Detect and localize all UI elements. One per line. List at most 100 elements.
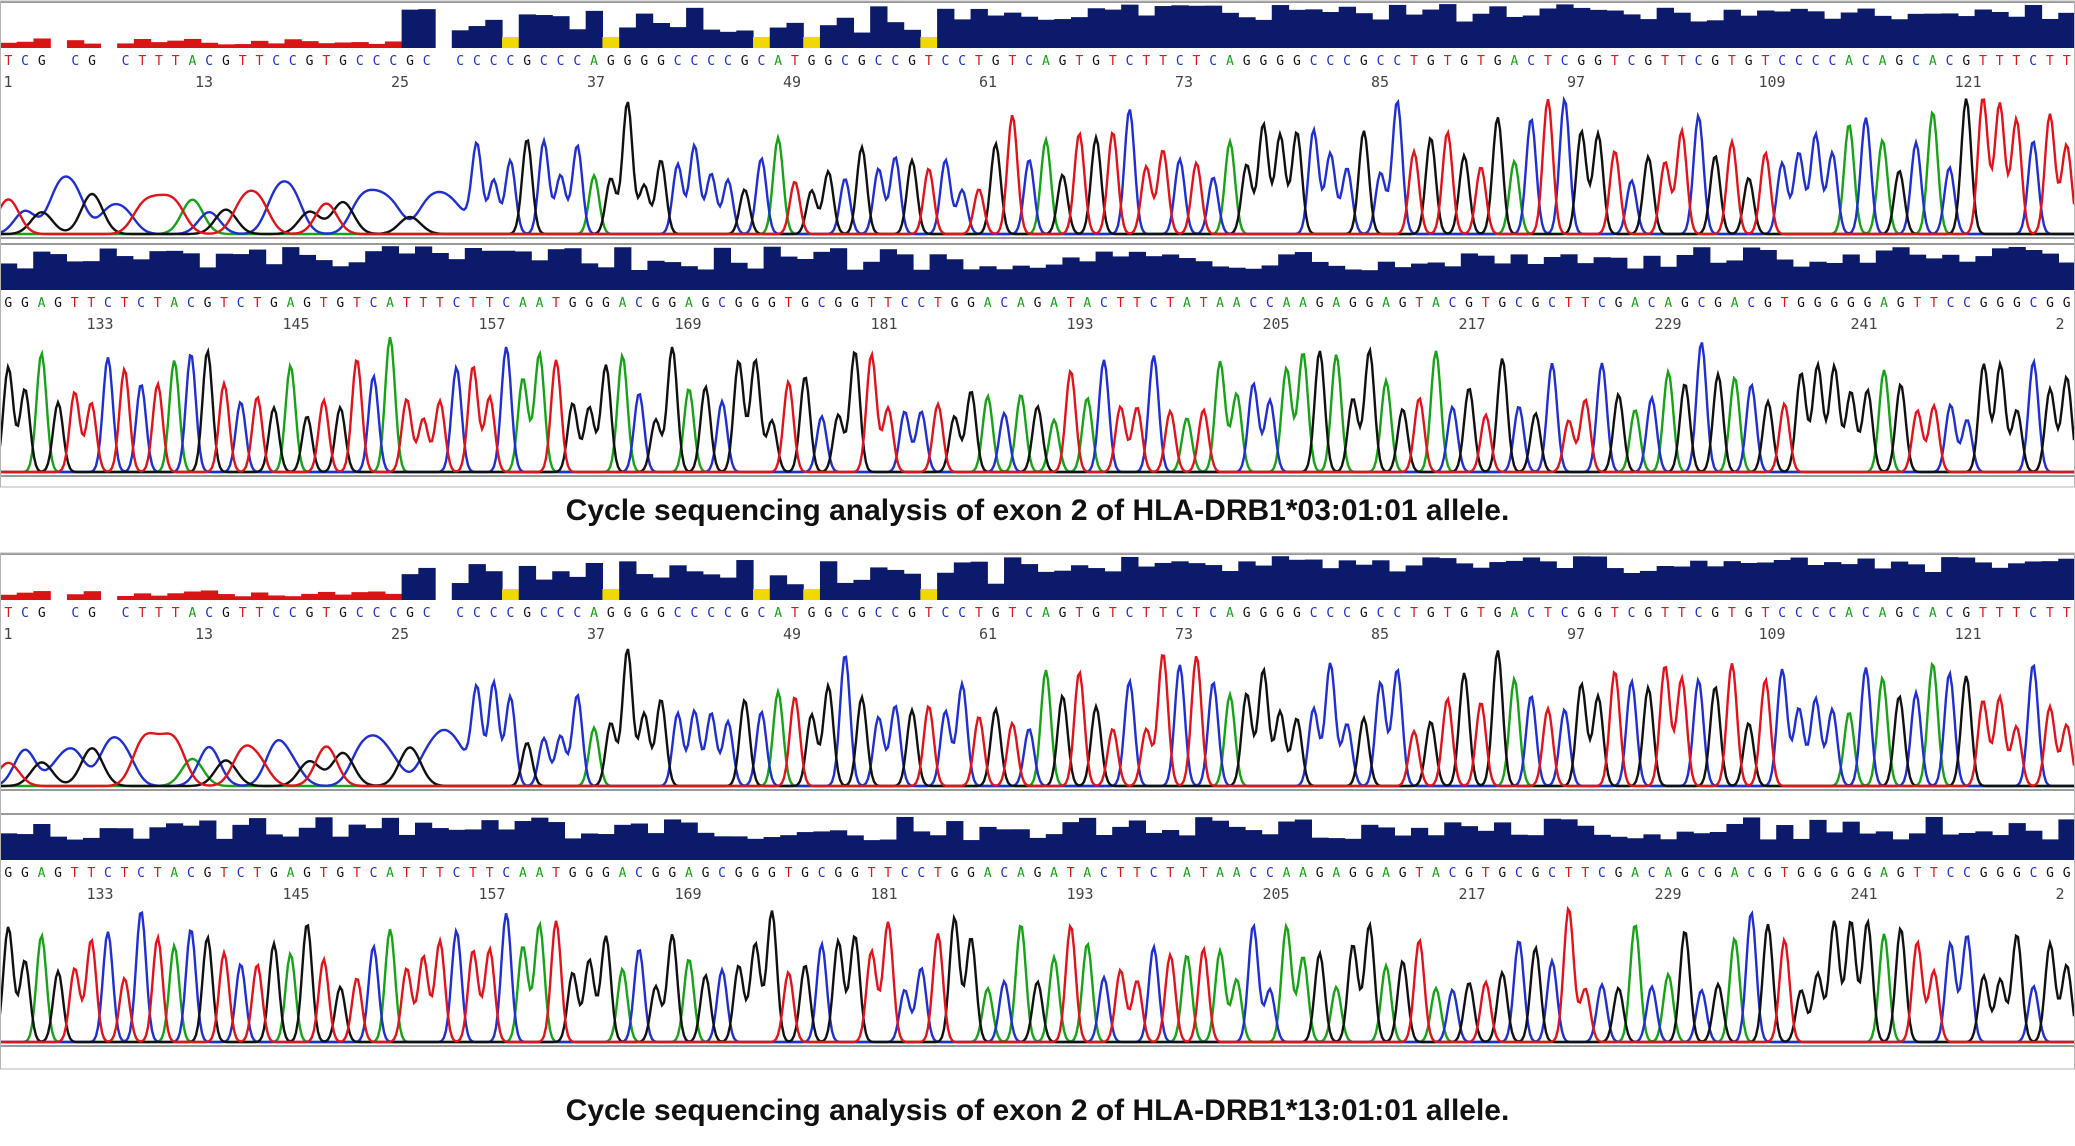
base-call: C: [818, 866, 826, 881]
base-call: A: [1226, 606, 1234, 621]
quality-bar: [1589, 556, 1608, 600]
base-call: A: [1880, 866, 1888, 881]
base-call: G: [735, 296, 743, 311]
base-call: T: [1075, 54, 1083, 69]
quality-bar: [149, 827, 167, 860]
quality-bar: [298, 827, 316, 860]
position-tick-label: 25: [391, 73, 409, 91]
base-call: C: [423, 606, 431, 621]
quality-bar: [830, 248, 848, 290]
quality-bar: [464, 829, 482, 860]
quality-bar: [1070, 17, 1089, 48]
base-call: T: [934, 866, 942, 881]
base-call: G: [1243, 606, 1251, 621]
quality-bar: [547, 822, 565, 860]
quality-bar: [368, 591, 386, 600]
quality-bar: [2025, 830, 2043, 860]
base-call: C: [1947, 866, 1955, 881]
base-call: G: [2013, 296, 2021, 311]
quality-bar: [1221, 571, 1239, 600]
quality-bar: [1204, 5, 1223, 49]
quality-bar: [796, 832, 814, 860]
quality-bar: [1690, 560, 1708, 600]
quality-bar: [1639, 19, 1658, 48]
quality-bar: [635, 574, 654, 600]
base-call: A: [386, 866, 394, 881]
base-call: C: [473, 606, 481, 621]
base-call: A: [1631, 296, 1639, 311]
quality-bar: [1539, 8, 1557, 49]
quality-bar: [2008, 16, 2026, 48]
quality-bar: [780, 256, 798, 290]
base-call: G: [1259, 54, 1267, 69]
position-tick-label: 181: [870, 315, 897, 333]
base-call: G: [1847, 296, 1855, 311]
base-call: G: [851, 866, 859, 881]
quality-bar: [99, 248, 117, 290]
quality-bar: [1623, 572, 1641, 600]
position-tick-label: 241: [1850, 885, 1877, 903]
base-call: T: [1565, 296, 1573, 311]
quality-bar: [418, 567, 436, 600]
quality-bar: [1188, 5, 1206, 48]
base-call: A: [1283, 296, 1291, 311]
base-call: G: [1498, 866, 1506, 881]
base-call: G: [54, 296, 62, 311]
quality-bar: [1311, 261, 1329, 290]
base-call: T: [322, 54, 330, 69]
base-call: A: [1731, 296, 1739, 311]
quality-bar: [1439, 4, 1457, 48]
quality-bar: [502, 589, 520, 600]
quality-bar: [962, 840, 980, 860]
base-call: T: [436, 866, 444, 881]
quality-bar: [970, 561, 988, 600]
base-call: C: [757, 606, 765, 621]
base-call: G: [2046, 866, 2054, 881]
quality-bar: [1606, 568, 1624, 600]
quality-bar: [1925, 816, 1943, 860]
base-call: C: [1249, 296, 1257, 311]
quality-bar: [1494, 263, 1512, 290]
base-call: A: [1017, 866, 1025, 881]
base-call: C: [1828, 606, 1836, 621]
base-call: T: [785, 296, 793, 311]
quality-bar: [317, 591, 336, 600]
quality-bar: [1510, 834, 1528, 860]
quality-bar: [431, 253, 449, 290]
quality-bar: [686, 571, 704, 600]
base-call: T: [138, 606, 146, 621]
quality-bar: [1706, 566, 1725, 600]
position-ticks: 1 13 25 37 49 61 73 85 97 109 121: [3, 625, 1981, 643]
quality-bar: [133, 593, 152, 600]
quality-bar: [83, 837, 101, 860]
base-call: T: [1678, 54, 1686, 69]
base-call: C: [1025, 606, 1033, 621]
position-tick-label: 61: [979, 73, 997, 91]
quality-bar: [747, 268, 765, 290]
quality-bar: [1394, 835, 1412, 860]
quality-bar: [215, 253, 233, 290]
quality-bar: [996, 269, 1014, 290]
base-call: C: [818, 296, 826, 311]
quality-bar: [1288, 9, 1306, 48]
base-call: T: [253, 296, 261, 311]
base-call: A: [1382, 296, 1390, 311]
quality-bar: [1942, 254, 1960, 290]
quality-bar: [1676, 831, 1694, 860]
base-call: G: [607, 54, 615, 69]
base-call: A: [1664, 866, 1672, 881]
position-tick-label: 181: [870, 885, 897, 903]
quality-bar: [348, 824, 366, 860]
base-call: T: [1117, 866, 1125, 881]
quality-bar: [1892, 247, 1910, 290]
quality-bar: [315, 260, 333, 290]
base-call: A: [1183, 866, 1191, 881]
base-call: C: [1310, 54, 1318, 69]
base-call: A: [1382, 866, 1390, 881]
base-call: G: [1532, 866, 1540, 881]
quality-bar: [1942, 834, 1960, 860]
quality-bar: [1840, 12, 1859, 48]
quality-bar: [365, 251, 383, 290]
position-tick-label: 13: [195, 73, 213, 91]
quality-bar: [836, 582, 855, 600]
